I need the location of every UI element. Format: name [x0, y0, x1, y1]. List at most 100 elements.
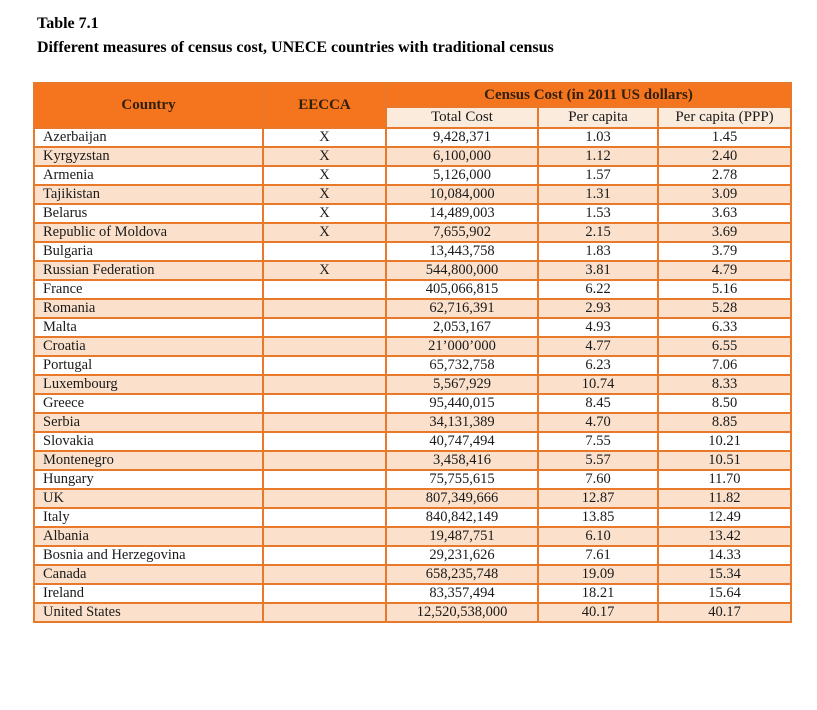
per-capita-cell: 1.12 [537, 146, 659, 167]
eecca-mark-cell [262, 431, 387, 452]
eecca-mark-cell: X [262, 184, 387, 205]
per-capita-ppp-cell: 40.17 [656, 602, 793, 623]
per-capita-ppp-cell: 11.70 [656, 469, 793, 490]
country-cell: Belarus [33, 203, 264, 224]
total-cost-cell: 40,747,494 [385, 431, 539, 452]
total-cost-cell: 9,428,371 [385, 127, 539, 148]
table-row: Malta 2,053,167 4.93 6.33 [33, 317, 793, 338]
per-capita-cell: 5.57 [537, 450, 659, 471]
total-cost-cell: 14,489,003 [385, 203, 539, 224]
eecca-mark-cell [262, 374, 387, 395]
table-row: Bosnia and Herzegovina 29,231,626 7.61 14.3… [33, 545, 793, 566]
per-capita-cell: 18.21 [537, 583, 659, 604]
total-cost-cell: 5,126,000 [385, 165, 539, 186]
per-capita-ppp-cell: 7.06 [656, 355, 793, 376]
country-cell: Bosnia and Herzegovina [33, 545, 264, 566]
table-row: UK 807,349,666 12.87 11.82 [33, 488, 793, 509]
per-capita-ppp-cell: 5.28 [656, 298, 793, 319]
per-capita-ppp-cell: 3.09 [656, 184, 793, 205]
table-row: Republic of Moldova X 7,655,902 2.15 3.69 [33, 222, 793, 243]
per-capita-ppp-cell: 2.40 [656, 146, 793, 167]
table-row: United States 12,520,538,000 40.17 40.17 [33, 602, 793, 623]
eecca-mark-cell [262, 298, 387, 319]
per-capita-ppp-cell: 8.85 [656, 412, 793, 433]
per-capita-cell: 1.31 [537, 184, 659, 205]
eecca-mark-cell [262, 526, 387, 547]
per-capita-ppp-cell: 8.33 [656, 374, 793, 395]
table-title-block: Table 7.1 Different measures of census c… [37, 12, 817, 60]
total-cost-cell: 6,100,000 [385, 146, 539, 167]
per-capita-cell: 3.81 [537, 260, 659, 281]
country-cell: UK [33, 488, 264, 509]
per-capita-cell: 4.70 [537, 412, 659, 433]
table-row: Albania 19,487,751 6.10 13.42 [33, 526, 793, 547]
per-capita-cell: 2.93 [537, 298, 659, 319]
per-capita-cell: 6.22 [537, 279, 659, 300]
table-row: Russian Federation X 544,800,000 3.81 4.79 [33, 260, 793, 281]
eecca-mark-cell: X [262, 222, 387, 243]
col-header-country: Country [33, 82, 264, 129]
per-capita-cell: 6.23 [537, 355, 659, 376]
country-cell: Romania [33, 298, 264, 319]
country-cell: Russian Federation [33, 260, 264, 281]
country-cell: Greece [33, 393, 264, 414]
per-capita-cell: 1.03 [537, 127, 659, 148]
country-cell: Serbia [33, 412, 264, 433]
total-cost-cell: 12,520,538,000 [385, 602, 539, 623]
country-cell: Republic of Moldova [33, 222, 264, 243]
table-row: Armenia X 5,126,000 1.57 2.78 [33, 165, 793, 186]
per-capita-cell: 7.60 [537, 469, 659, 490]
total-cost-cell: 2,053,167 [385, 317, 539, 338]
country-cell: Italy [33, 507, 264, 528]
per-capita-ppp-cell: 1.45 [656, 127, 793, 148]
country-cell: Luxembourg [33, 374, 264, 395]
eecca-mark-cell [262, 583, 387, 604]
eecca-mark-cell [262, 564, 387, 585]
per-capita-cell: 4.93 [537, 317, 659, 338]
per-capita-cell: 13.85 [537, 507, 659, 528]
per-capita-ppp-cell: 2.78 [656, 165, 793, 186]
total-cost-cell: 83,357,494 [385, 583, 539, 604]
total-cost-cell: 13,443,758 [385, 241, 539, 262]
total-cost-cell: 29,231,626 [385, 545, 539, 566]
table-row: Ireland 83,357,494 18.21 15.64 [33, 583, 793, 604]
total-cost-cell: 807,349,666 [385, 488, 539, 509]
eecca-mark-cell: X [262, 146, 387, 167]
table-row: Tajikistan X 10,084,000 1.31 3.09 [33, 184, 793, 205]
total-cost-cell: 7,655,902 [385, 222, 539, 243]
country-cell: Montenegro [33, 450, 264, 471]
total-cost-cell: 34,131,389 [385, 412, 539, 433]
subcol-header-per-capita: Per capita [537, 106, 659, 129]
eecca-mark-cell [262, 488, 387, 509]
eecca-mark-cell: X [262, 127, 387, 148]
country-cell: Albania [33, 526, 264, 547]
total-cost-cell: 840,842,149 [385, 507, 539, 528]
per-capita-cell: 7.61 [537, 545, 659, 566]
table-body: Azerbaijan X 9,428,371 1.03 1.45 Kyrgyzstan X 6… [33, 127, 793, 623]
per-capita-ppp-cell: 5.16 [656, 279, 793, 300]
per-capita-ppp-cell: 10.51 [656, 450, 793, 471]
per-capita-cell: 1.53 [537, 203, 659, 224]
per-capita-ppp-cell: 14.33 [656, 545, 793, 566]
total-cost-cell: 3,458,416 [385, 450, 539, 471]
table-row: Italy 840,842,149 13.85 12.49 [33, 507, 793, 528]
total-cost-cell: 21’000’000 [385, 336, 539, 357]
census-cost-table: Country EECCA Census Cost (in 2011 US do… [33, 82, 793, 623]
per-capita-ppp-cell: 6.55 [656, 336, 793, 357]
col-header-census-cost-group: Census Cost (in 2011 US dollars) [384, 82, 793, 108]
table-header-row-2: Total Cost Per capita Per capita (PPP) [34, 106, 793, 129]
eecca-mark-cell: X [262, 203, 387, 224]
per-capita-ppp-cell: 15.34 [656, 564, 793, 585]
eecca-mark-cell [262, 241, 387, 262]
per-capita-ppp-cell: 6.33 [656, 317, 793, 338]
per-capita-ppp-cell: 11.82 [656, 488, 793, 509]
total-cost-cell: 405,066,815 [385, 279, 539, 300]
per-capita-ppp-cell: 10.21 [656, 431, 793, 452]
table-caption: Different measures of census cost, UNECE… [37, 39, 554, 56]
table-row: Montenegro 3,458,416 5.57 10.51 [33, 450, 793, 471]
eecca-mark-cell [262, 279, 387, 300]
per-capita-ppp-cell: 15.64 [656, 583, 793, 604]
total-cost-cell: 75,755,615 [385, 469, 539, 490]
total-cost-cell: 5,567,929 [385, 374, 539, 395]
per-capita-cell: 8.45 [537, 393, 659, 414]
